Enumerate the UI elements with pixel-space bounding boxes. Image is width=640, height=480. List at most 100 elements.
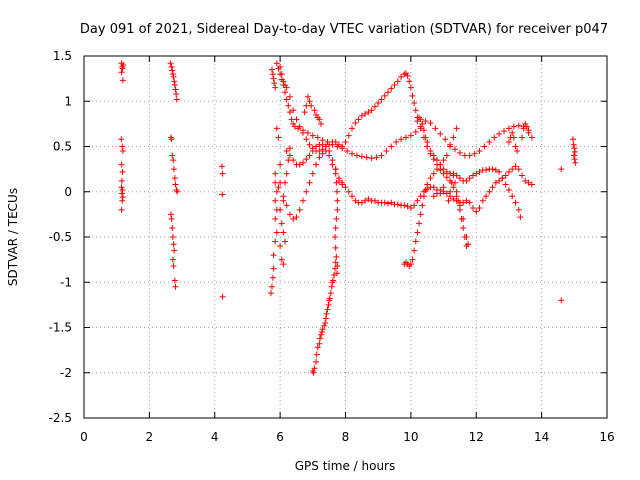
data-point [453, 188, 460, 195]
data-point [344, 148, 351, 155]
data-point [450, 170, 457, 177]
data-point [317, 120, 324, 127]
data-point [461, 234, 468, 240]
data-point [272, 215, 279, 222]
data-point [528, 181, 535, 188]
data-point [280, 229, 287, 236]
data-point [118, 161, 125, 168]
data-point [473, 208, 480, 215]
data-point [417, 125, 424, 132]
data-point [277, 206, 284, 213]
y-tick-label: 0.5 [53, 140, 72, 154]
data-point [119, 65, 126, 72]
data-point [442, 136, 449, 143]
data-point [358, 199, 365, 206]
y-tick-label: -1 [60, 275, 72, 289]
data-point [119, 168, 126, 175]
data-point [371, 103, 378, 110]
data-point [443, 152, 450, 159]
data-point [280, 197, 287, 204]
x-tick-label: 4 [211, 430, 219, 444]
data-point [300, 197, 307, 204]
data-point [355, 116, 362, 123]
data-point [171, 81, 178, 88]
data-point [505, 168, 512, 175]
data-point [339, 179, 346, 186]
data-point [118, 69, 125, 76]
data-point [476, 205, 483, 212]
data-point [171, 247, 178, 254]
data-point [306, 141, 313, 148]
data-point [373, 154, 380, 161]
data-point [317, 335, 324, 342]
data-point [325, 301, 332, 308]
data-point [496, 168, 503, 175]
data-point [570, 136, 577, 143]
data-point [384, 200, 391, 207]
data-point [522, 177, 529, 184]
data-point [322, 315, 329, 322]
data-point [505, 186, 512, 193]
data-point [437, 186, 444, 193]
data-point [316, 340, 323, 347]
data-point [420, 193, 427, 200]
data-point [409, 256, 416, 263]
data-point [171, 78, 178, 85]
data-point [525, 129, 532, 136]
data-point [476, 148, 483, 155]
series-band-rise-9.8h [401, 125, 460, 269]
data-point [169, 67, 176, 74]
data-point [171, 277, 178, 284]
data-point [270, 252, 277, 259]
series-cluster-4.2h [218, 163, 226, 300]
data-point [432, 125, 439, 132]
data-point [313, 351, 320, 358]
data-point [310, 369, 317, 376]
data-point [412, 238, 419, 245]
data-point [174, 188, 181, 195]
data-point [378, 96, 385, 103]
y-tick-label: -2.5 [49, 411, 72, 425]
data-point [394, 201, 401, 208]
x-tick-label: 2 [146, 430, 154, 444]
data-point [358, 112, 365, 119]
data-point [301, 109, 308, 116]
data-point [368, 107, 375, 114]
data-point [411, 247, 418, 254]
data-point [496, 130, 503, 137]
data-point [424, 138, 431, 145]
chart-title: Day 091 of 2021, Sidereal Day-to-day VTE… [80, 22, 608, 37]
data-point [473, 170, 480, 177]
axis-ticks: 0 2 4 6 8 10 12 14 16 -2.5 -2 -1.5 -1 -0.5 0 0.5 1 1.5 [49, 49, 615, 444]
data-point [309, 170, 316, 177]
data-point [329, 157, 336, 164]
y-tick-label: 1 [64, 94, 72, 108]
data-point [273, 125, 280, 132]
data-point [417, 211, 424, 218]
series-band-6.8-to-7.7 [301, 93, 341, 277]
data-point [463, 177, 470, 184]
data-point [167, 211, 174, 218]
data-point [286, 109, 293, 116]
data-point [277, 161, 284, 168]
data-point [282, 179, 289, 186]
data-point [332, 138, 339, 145]
data-point [430, 193, 437, 200]
data-point [296, 123, 303, 130]
data-point [290, 215, 297, 222]
data-point [417, 116, 424, 123]
data-point [512, 199, 519, 206]
data-point [172, 181, 179, 188]
data-point [332, 234, 339, 240]
data-point [388, 199, 395, 206]
data-point [422, 118, 429, 125]
data-point [332, 224, 339, 231]
data-point [407, 84, 414, 91]
data-point [119, 186, 126, 193]
data-point [271, 80, 278, 87]
data-point [309, 148, 316, 155]
data-point [453, 125, 460, 132]
data-point [406, 78, 413, 85]
data-point [492, 167, 499, 174]
data-point [520, 125, 527, 132]
